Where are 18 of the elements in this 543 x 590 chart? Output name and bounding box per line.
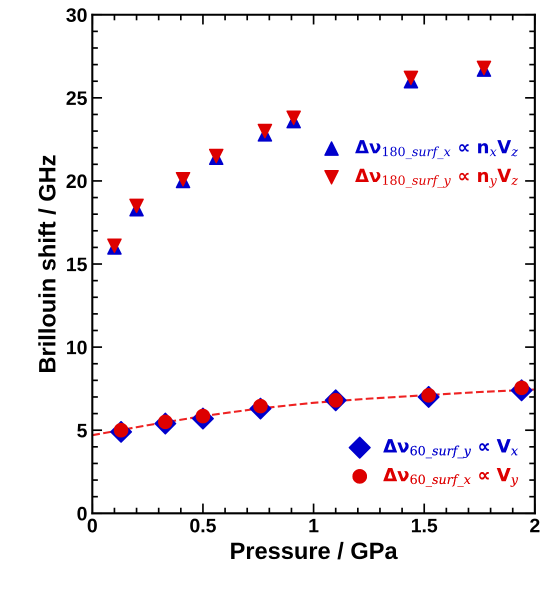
legend-label: Δν$_{60_surf_y}$ ∝ V$_{x}$	[383, 439, 518, 458]
legend-label: Δν$_{180_surf_y}$ ∝ n$_{y}$V$_{z}$	[355, 168, 518, 188]
legend-label: Δν$_{180_surf_x}$ ∝ n$_{x}$V$_{z}$	[355, 140, 518, 160]
y-tick-label: 15	[67, 258, 87, 272]
y-tick-label: 25	[66, 91, 87, 106]
x-axis-title: Pressure / GPa	[231, 542, 398, 560]
y-tick-label: 5	[77, 424, 87, 438]
legend-label: Δν$_{60_surf_x}$ ∝ V$_{y}$	[383, 468, 518, 487]
y-tick-label: 20	[66, 174, 87, 188]
y-tick-label: 30	[66, 8, 87, 22]
y-tick-label: 0	[77, 506, 87, 521]
y-axis-title: Brillouin shift / GHz	[38, 155, 56, 372]
x-tick-label: 0.5	[190, 518, 216, 532]
x-tick-label: 2	[530, 518, 540, 532]
x-tick-label: 0	[88, 518, 97, 532]
x-tick-label: 1	[309, 518, 318, 532]
y-tick-label: 10	[67, 340, 87, 354]
x-tick-label: 1.5	[412, 518, 438, 532]
